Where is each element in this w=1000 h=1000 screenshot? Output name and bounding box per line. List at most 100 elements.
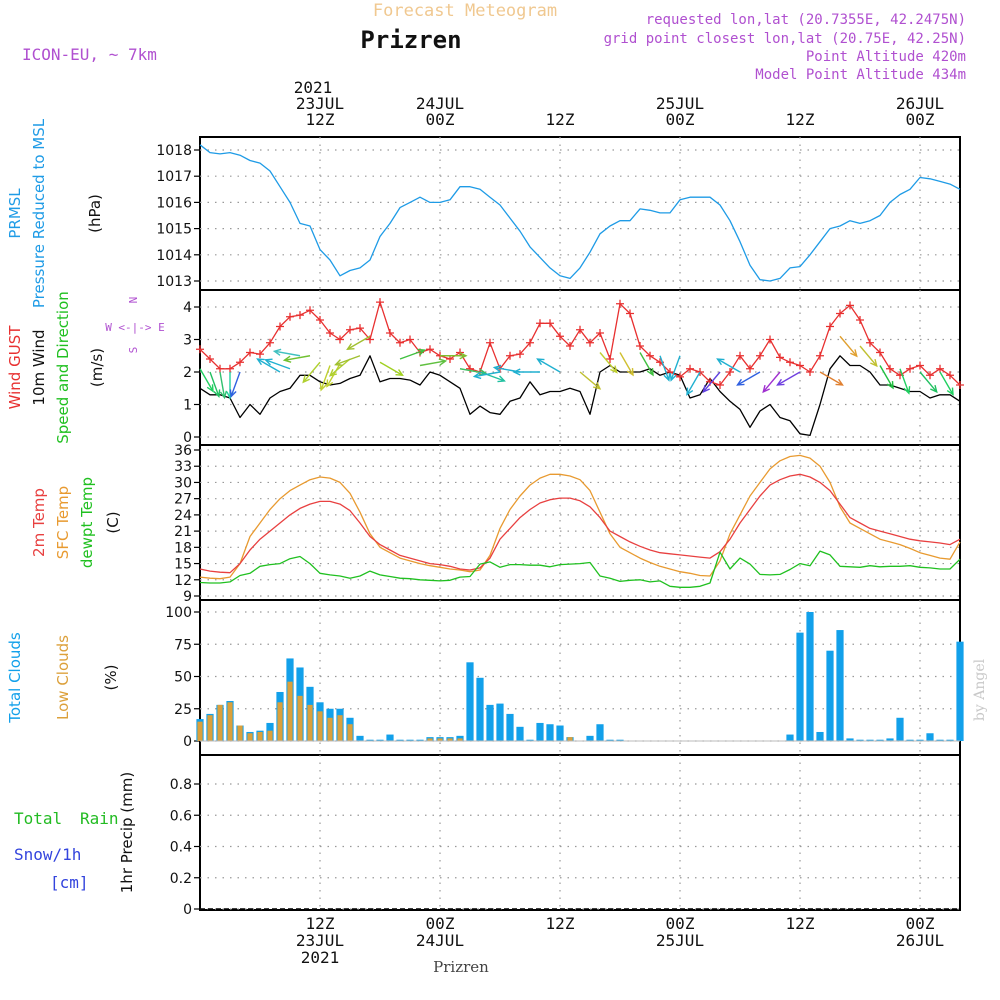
wind-arrow bbox=[702, 371, 721, 394]
total-cloud-bar bbox=[916, 739, 924, 741]
y-tick-label: 18 bbox=[174, 540, 192, 556]
top-year-label: 2021 bbox=[294, 78, 333, 97]
low-cloud-bar bbox=[307, 704, 313, 741]
y-tick-label: 0.6 bbox=[170, 808, 192, 824]
panel-axis-label: Wind GUST bbox=[6, 325, 24, 410]
gust-marker bbox=[876, 348, 884, 357]
y-tick-label: 100 bbox=[165, 605, 192, 621]
gust-marker bbox=[926, 371, 934, 380]
panel-frame bbox=[199, 444, 961, 601]
wind-arrow bbox=[939, 371, 954, 396]
wind-arrow bbox=[229, 371, 241, 398]
total-cloud-bar bbox=[896, 717, 904, 741]
gust-marker bbox=[226, 364, 234, 373]
gust-marker bbox=[486, 338, 494, 347]
bottom-time-label: 24JUL bbox=[416, 931, 464, 950]
wind-arrow bbox=[209, 371, 221, 398]
panel-axis-label: 2m Temp bbox=[30, 488, 48, 557]
total-cloud-bar bbox=[876, 739, 884, 741]
wind-arrow bbox=[512, 368, 540, 376]
panel-precip: 0 0.2 0.4 0.6 0.8 Total Rain Snow/1h [cm] 1hr Pre… bbox=[14, 754, 961, 918]
gust-marker bbox=[816, 351, 824, 360]
panel-axis-label: dewpt Temp bbox=[78, 477, 96, 568]
requested-coords: requested lon,lat (20.7355E, 42.2475N) bbox=[646, 12, 966, 28]
gust-marker bbox=[856, 316, 864, 324]
low-cloud-bar bbox=[237, 725, 243, 741]
y-tick-label: 21 bbox=[174, 524, 192, 540]
gust-marker bbox=[266, 338, 274, 347]
y-tick-label: 0 bbox=[183, 902, 192, 918]
wind-arrow bbox=[302, 361, 321, 384]
total-cloud-bar bbox=[546, 724, 554, 741]
total-cloud-bar bbox=[586, 735, 594, 741]
total-cloud-bar bbox=[946, 739, 954, 741]
low-cloud-bar bbox=[447, 738, 453, 741]
low-cloud-bar bbox=[337, 715, 343, 741]
gust-marker bbox=[956, 381, 964, 389]
wind-arrow bbox=[199, 368, 214, 393]
total-cloud-bar bbox=[506, 713, 514, 741]
panel-clouds: 0 25 50 75 100 Total Clouds Low Clouds (%) bbox=[6, 599, 964, 756]
total-cloud-bar bbox=[606, 739, 614, 741]
top-time-label: 24JUL bbox=[416, 94, 464, 113]
total-cloud-bar bbox=[796, 632, 804, 741]
bottom-time-label: 12Z bbox=[546, 914, 575, 933]
gust-marker bbox=[236, 358, 244, 367]
y-tick-label: 1015 bbox=[156, 222, 192, 238]
low-cloud-bar bbox=[347, 724, 353, 741]
top-time-label: 12Z bbox=[546, 110, 575, 129]
gust-marker bbox=[296, 311, 304, 320]
legend-total: Total bbox=[14, 809, 62, 828]
gust-marker bbox=[576, 325, 584, 334]
panel-axis-label: Low Clouds bbox=[54, 635, 72, 720]
gust-marker bbox=[196, 345, 204, 354]
low-cloud-bar bbox=[207, 715, 213, 741]
gust-marker bbox=[546, 319, 554, 328]
gust-marker bbox=[936, 364, 944, 373]
total-cloud-bar bbox=[396, 739, 404, 741]
gust-marker bbox=[466, 364, 474, 373]
total-cloud-bar bbox=[556, 725, 564, 741]
total-cloud-bar bbox=[616, 739, 624, 741]
gust-marker bbox=[606, 355, 614, 363]
low-cloud-bar bbox=[277, 702, 283, 741]
total-cloud-bar bbox=[806, 612, 814, 741]
wind-arrow bbox=[659, 355, 671, 382]
y-tick-label: 4 bbox=[183, 300, 192, 316]
y-tick-label: 0 bbox=[183, 734, 192, 750]
wind-arrow bbox=[879, 365, 894, 390]
total-cloud-bar bbox=[926, 733, 934, 741]
gust-marker bbox=[326, 329, 334, 337]
wind-arrow bbox=[776, 371, 801, 386]
gust-marker bbox=[596, 329, 604, 337]
wind-arrow bbox=[919, 371, 938, 394]
pressure-line bbox=[199, 144, 961, 282]
compass-s: S bbox=[127, 347, 140, 354]
total-cloud-bar bbox=[466, 662, 474, 741]
total-cloud-bar bbox=[366, 739, 374, 741]
low-cloud-bar bbox=[257, 731, 263, 741]
gust-marker bbox=[346, 325, 354, 334]
gust-marker bbox=[206, 355, 214, 363]
y-tick-label: 0.4 bbox=[170, 840, 192, 856]
gust-marker bbox=[676, 372, 684, 381]
gust-marker bbox=[406, 335, 414, 344]
panel-axis-label: (%) bbox=[102, 665, 120, 691]
total-cloud-bar bbox=[886, 738, 894, 741]
gust-marker bbox=[786, 358, 794, 367]
gust-marker bbox=[836, 309, 844, 318]
gust-marker bbox=[886, 364, 894, 373]
total-cloud-bar bbox=[476, 677, 484, 741]
model-label: ICON-EU, ~ 7km bbox=[22, 45, 157, 64]
total-cloud-bar bbox=[516, 726, 524, 741]
low-cloud-bar bbox=[247, 733, 253, 741]
footer-location: Prizren bbox=[433, 958, 489, 976]
y-tick-label: 0 bbox=[183, 430, 192, 446]
total-cloud-bar bbox=[936, 739, 944, 741]
panel-axis-label: 10m Wind bbox=[30, 329, 48, 405]
bottom-time-label: 00Z bbox=[906, 914, 935, 933]
y-tick-label: 0.2 bbox=[170, 871, 192, 887]
gust-marker bbox=[306, 306, 314, 315]
gust-marker bbox=[216, 364, 224, 373]
